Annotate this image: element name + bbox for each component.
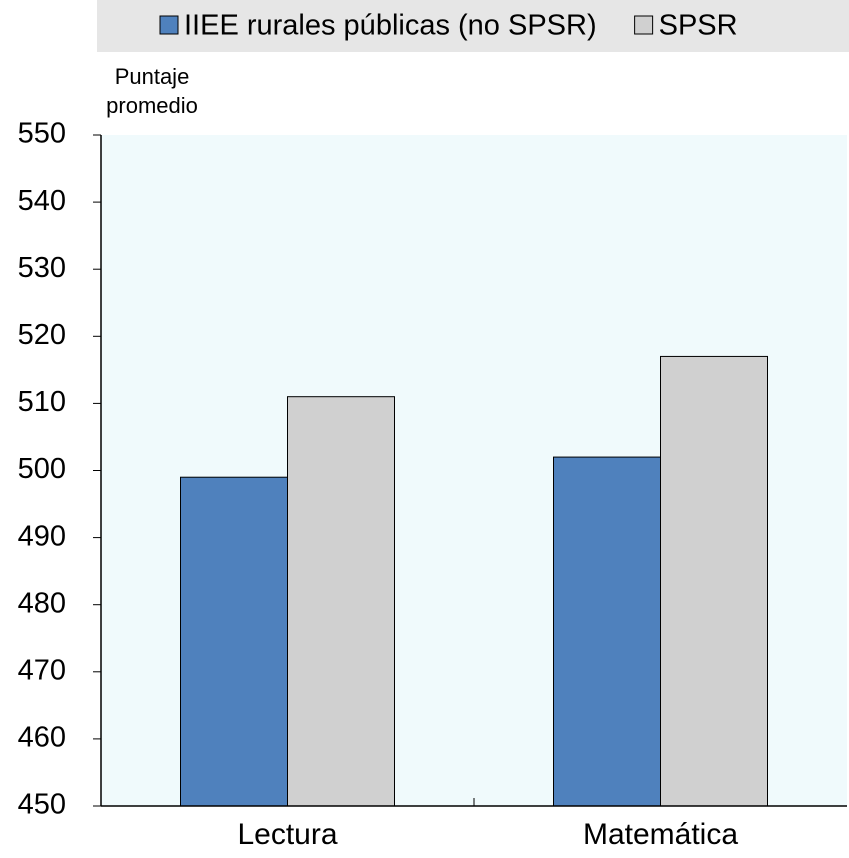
y-axis-label: Puntaje promedio xyxy=(106,64,198,118)
y-tick-label: 530 xyxy=(18,252,66,284)
legend-label: IIEE rurales públicas (no SPSR) xyxy=(184,10,597,42)
bar xyxy=(660,355,768,807)
bar xyxy=(553,456,661,807)
legend-swatch xyxy=(159,15,179,35)
legend-background xyxy=(97,0,849,52)
bar xyxy=(180,476,288,807)
y-tick-label: 520 xyxy=(18,319,66,351)
y-tick-label: 450 xyxy=(18,789,66,821)
y-tick-label: 550 xyxy=(18,118,66,150)
y-tick-label: 460 xyxy=(18,722,66,754)
y-tick-label: 480 xyxy=(18,587,66,619)
y-tick-label: 490 xyxy=(18,520,66,552)
x-tick-label: Lectura xyxy=(237,818,337,851)
bar xyxy=(287,396,395,807)
legend-swatch xyxy=(634,15,654,35)
x-tick-label: Matemática xyxy=(583,818,738,851)
legend-label: SPSR xyxy=(659,10,738,42)
y-tick-label: 500 xyxy=(18,453,66,485)
y-tick-label: 510 xyxy=(18,386,66,418)
y-tick-label: 540 xyxy=(18,185,66,217)
y-tick-label: 470 xyxy=(18,654,66,686)
